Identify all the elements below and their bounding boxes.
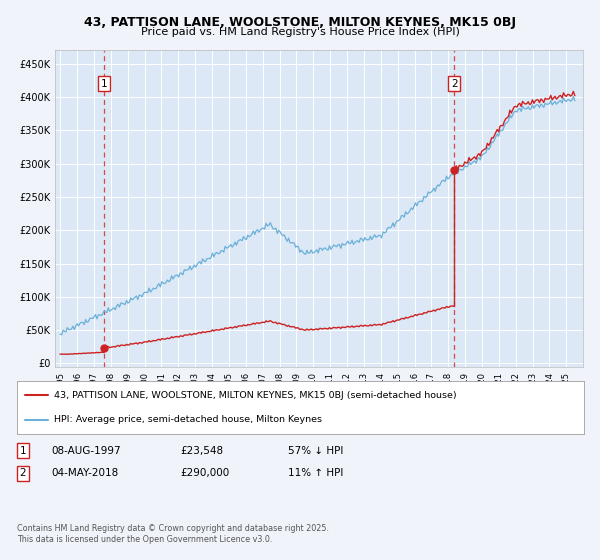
Text: 43, PATTISON LANE, WOOLSTONE, MILTON KEYNES, MK15 0BJ (semi-detached house): 43, PATTISON LANE, WOOLSTONE, MILTON KEY… — [53, 391, 456, 400]
Text: 11% ↑ HPI: 11% ↑ HPI — [288, 468, 343, 478]
Text: 57% ↓ HPI: 57% ↓ HPI — [288, 446, 343, 456]
Text: 08-AUG-1997: 08-AUG-1997 — [51, 446, 121, 456]
Text: Price paid vs. HM Land Registry's House Price Index (HPI): Price paid vs. HM Land Registry's House … — [140, 27, 460, 37]
Text: 1: 1 — [101, 79, 107, 88]
Text: This data is licensed under the Open Government Licence v3.0.: This data is licensed under the Open Gov… — [17, 535, 272, 544]
Text: 43, PATTISON LANE, WOOLSTONE, MILTON KEYNES, MK15 0BJ: 43, PATTISON LANE, WOOLSTONE, MILTON KEY… — [84, 16, 516, 29]
Text: 04-MAY-2018: 04-MAY-2018 — [51, 468, 118, 478]
Text: HPI: Average price, semi-detached house, Milton Keynes: HPI: Average price, semi-detached house,… — [53, 415, 322, 424]
Text: Contains HM Land Registry data © Crown copyright and database right 2025.: Contains HM Land Registry data © Crown c… — [17, 524, 329, 533]
Text: 1: 1 — [19, 446, 26, 456]
Text: £23,548: £23,548 — [180, 446, 223, 456]
Text: 2: 2 — [451, 79, 457, 88]
Text: 2: 2 — [19, 468, 26, 478]
Text: £290,000: £290,000 — [180, 468, 229, 478]
